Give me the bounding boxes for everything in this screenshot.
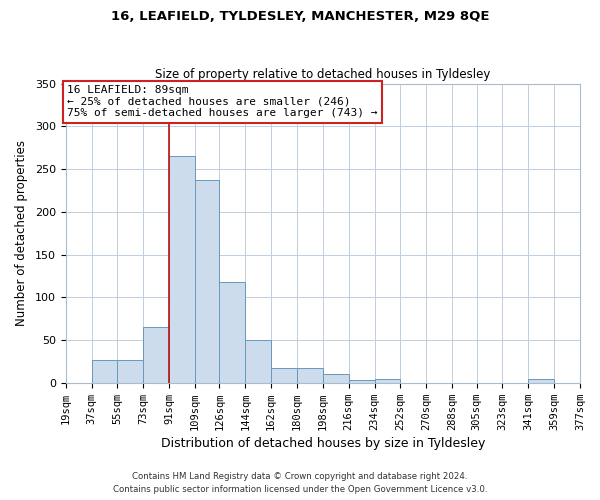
- Bar: [92, 360, 118, 383]
- Bar: [528, 380, 554, 383]
- Bar: [271, 368, 297, 383]
- Bar: [349, 380, 374, 383]
- Bar: [169, 156, 195, 383]
- Y-axis label: Number of detached properties: Number of detached properties: [15, 140, 28, 326]
- Text: 16 LEAFIELD: 89sqm
← 25% of detached houses are smaller (246)
75% of semi-detach: 16 LEAFIELD: 89sqm ← 25% of detached hou…: [67, 86, 378, 118]
- X-axis label: Distribution of detached houses by size in Tyldesley: Distribution of detached houses by size …: [161, 437, 485, 450]
- Bar: [323, 374, 349, 383]
- Text: 16, LEAFIELD, TYLDESLEY, MANCHESTER, M29 8QE: 16, LEAFIELD, TYLDESLEY, MANCHESTER, M29…: [111, 10, 489, 23]
- Bar: [143, 328, 169, 383]
- Bar: [118, 360, 143, 383]
- Text: Contains HM Land Registry data © Crown copyright and database right 2024.
Contai: Contains HM Land Registry data © Crown c…: [113, 472, 487, 494]
- Title: Size of property relative to detached houses in Tyldesley: Size of property relative to detached ho…: [155, 68, 491, 81]
- Bar: [245, 340, 271, 383]
- Bar: [297, 368, 323, 383]
- Bar: [195, 180, 220, 383]
- Bar: [220, 282, 245, 383]
- Bar: [374, 378, 400, 383]
